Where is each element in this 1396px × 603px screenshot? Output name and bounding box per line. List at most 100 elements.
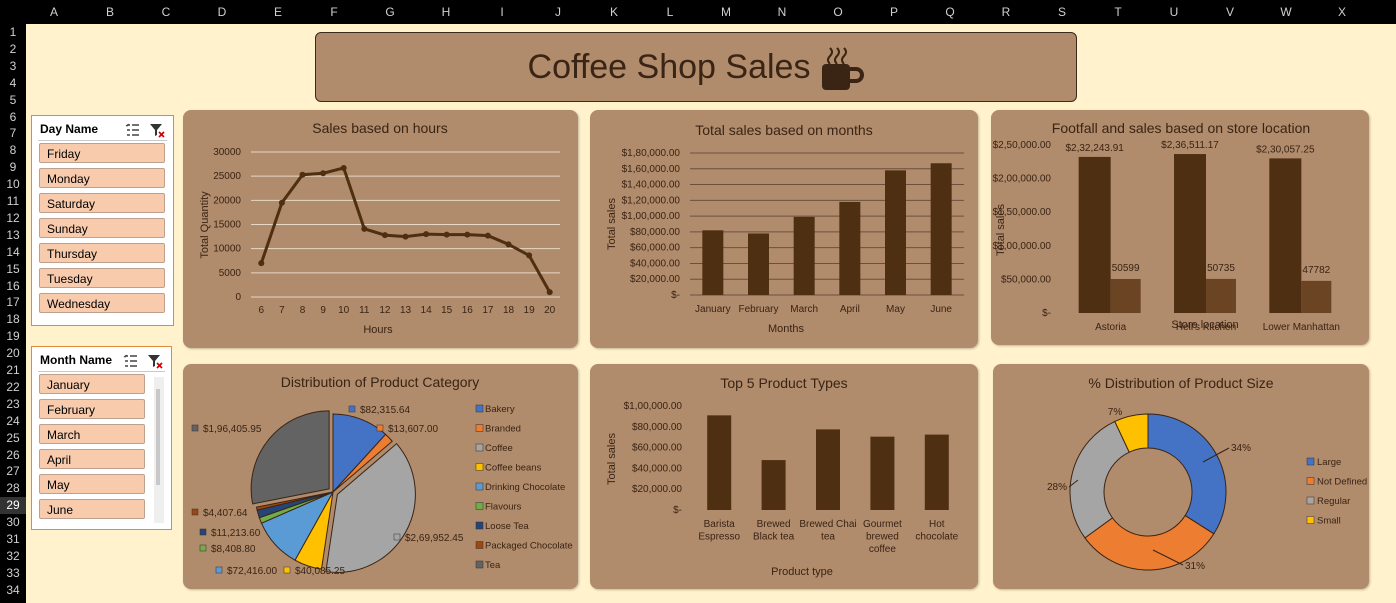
column-header-e[interactable]: E — [273, 5, 282, 19]
row-header-5[interactable]: 5 — [9, 92, 17, 107]
column-header-v[interactable]: V — [1225, 5, 1234, 19]
slicer-item-january[interactable]: January — [39, 374, 145, 394]
row-header-24[interactable]: 24 — [6, 413, 20, 428]
data-point — [320, 170, 327, 177]
label-key — [393, 533, 401, 541]
row-header-20[interactable]: 20 — [6, 346, 20, 361]
x-tick-label: 12 — [379, 305, 391, 316]
row-header-13[interactable]: 13 — [6, 227, 20, 242]
column-header-p[interactable]: P — [889, 5, 898, 19]
slicer-item-tuesday[interactable]: Tuesday — [39, 268, 165, 288]
column-header-f[interactable]: F — [330, 5, 338, 19]
multi-select-icon[interactable] — [123, 353, 139, 369]
data-point — [361, 225, 368, 232]
row-header-17[interactable]: 17 — [6, 295, 20, 310]
row-header-33[interactable]: 33 — [6, 565, 20, 580]
row-header-6[interactable]: 6 — [9, 109, 17, 124]
label-key — [283, 566, 291, 574]
data-label: $72,416.00 — [227, 566, 277, 577]
clear-filter-icon[interactable] — [149, 122, 165, 138]
months-chart-panel[interactable]: Total sales based on months $- $20,000.00 $… — [590, 110, 978, 348]
column-header-d[interactable]: D — [217, 5, 227, 19]
column-header-l[interactable]: L — [666, 5, 674, 19]
column-header-j[interactable]: J — [555, 5, 561, 19]
row-header-2[interactable]: 2 — [9, 41, 17, 56]
slicer-item-april[interactable]: April — [39, 449, 145, 469]
row-header-18[interactable]: 18 — [6, 312, 20, 327]
column-header-i[interactable]: I — [500, 5, 504, 19]
row-header-9[interactable]: 9 — [9, 160, 17, 175]
row-header-23[interactable]: 23 — [6, 396, 20, 411]
row-header-27[interactable]: 27 — [6, 464, 20, 479]
column-header-x[interactable]: X — [1337, 5, 1346, 19]
row-header-12[interactable]: 12 — [6, 210, 20, 225]
y-tick-label: 5000 — [219, 268, 242, 279]
row-header-28[interactable]: 28 — [6, 481, 20, 496]
column-header-o[interactable]: O — [833, 5, 843, 19]
row-header-26[interactable]: 26 — [6, 447, 20, 462]
row-header-10[interactable]: 10 — [6, 177, 20, 192]
x-tick-label: Hell's Kitchen — [1176, 322, 1236, 333]
slicer-item-wednesday[interactable]: Wednesday — [39, 293, 165, 313]
slicer-item-friday[interactable]: Friday — [39, 143, 165, 163]
column-header-a[interactable]: A — [49, 5, 58, 19]
row-header-16[interactable]: 16 — [6, 278, 20, 293]
column-header-q[interactable]: Q — [945, 5, 955, 19]
row-header-19[interactable]: 19 — [6, 329, 20, 344]
row-header-34[interactable]: 34 — [6, 582, 20, 597]
column-header-b[interactable]: B — [105, 5, 114, 19]
slicer-item-february[interactable]: February — [39, 399, 145, 419]
category-chart-panel[interactable]: Distribution of Product Category $82,315.… — [183, 364, 578, 589]
y-tick-label: $50,000.00 — [1001, 274, 1051, 285]
slicer-item-sunday[interactable]: Sunday — [39, 218, 165, 238]
multi-select-icon[interactable] — [125, 122, 141, 138]
column-header-u[interactable]: U — [1169, 5, 1179, 19]
slicer-scrollbar[interactable] — [154, 377, 164, 523]
slicer-item-saturday[interactable]: Saturday — [39, 193, 165, 213]
hours-chart-panel[interactable]: Sales based on hours 0 5000 10000 15000 20000… — [183, 110, 578, 348]
slicer-item-monday[interactable]: Monday — [39, 168, 165, 188]
row-header-8[interactable]: 8 — [9, 143, 17, 158]
size-chart-panel[interactable]: % Distribution of Product Size 34% 31% 28% 7… — [993, 364, 1369, 589]
row-header-14[interactable]: 14 — [6, 244, 20, 259]
column-header-h[interactable]: H — [441, 5, 451, 19]
clear-filter-icon[interactable] — [147, 353, 163, 369]
column-header-g[interactable]: G — [385, 5, 395, 19]
legend-label: Regular — [1317, 496, 1350, 507]
donut-segment — [1147, 413, 1227, 535]
row-header-29[interactable]: 29 — [0, 497, 26, 515]
column-header-s[interactable]: S — [1057, 5, 1066, 19]
column-header-t[interactable]: T — [1114, 5, 1122, 19]
data-point — [381, 232, 388, 239]
slicer-item-thursday[interactable]: Thursday — [39, 243, 165, 263]
column-header-r[interactable]: R — [1001, 5, 1011, 19]
x-tick-label: Astoria — [1095, 322, 1127, 333]
column-header-n[interactable]: N — [777, 5, 787, 19]
row-header-30[interactable]: 30 — [6, 515, 20, 530]
row-header-31[interactable]: 31 — [6, 532, 20, 546]
row-header-7[interactable]: 7 — [9, 126, 17, 141]
row-header-21[interactable]: 21 — [6, 363, 20, 377]
bar — [793, 216, 815, 295]
slicer-item-june[interactable]: June — [39, 499, 145, 519]
row-header-3[interactable]: 3 — [9, 58, 17, 73]
column-header-m[interactable]: M — [721, 5, 731, 19]
column-header-k[interactable]: K — [609, 5, 618, 19]
store-chart-panel[interactable]: Footfall and sales based on store locati… — [991, 110, 1369, 345]
top-products-chart-panel[interactable]: Top 5 Product Types $- $20,000.00 $40,000.0… — [590, 364, 978, 589]
row-header-25[interactable]: 25 — [6, 430, 20, 445]
data-point — [505, 241, 512, 248]
row-header-22[interactable]: 22 — [6, 379, 20, 394]
chart-title: Sales based on hours — [312, 120, 447, 136]
row-header-32[interactable]: 32 — [6, 548, 20, 563]
bar — [924, 434, 949, 510]
row-header-15[interactable]: 15 — [6, 261, 20, 276]
row-header-4[interactable]: 4 — [9, 75, 17, 90]
column-header-w[interactable]: W — [1280, 5, 1292, 19]
bar — [748, 233, 769, 295]
row-header-1[interactable]: 1 — [9, 25, 17, 39]
slicer-item-march[interactable]: March — [39, 424, 145, 444]
row-header-11[interactable]: 11 — [6, 194, 20, 208]
slicer-item-may[interactable]: May — [39, 474, 145, 494]
column-header-c[interactable]: C — [161, 5, 171, 19]
